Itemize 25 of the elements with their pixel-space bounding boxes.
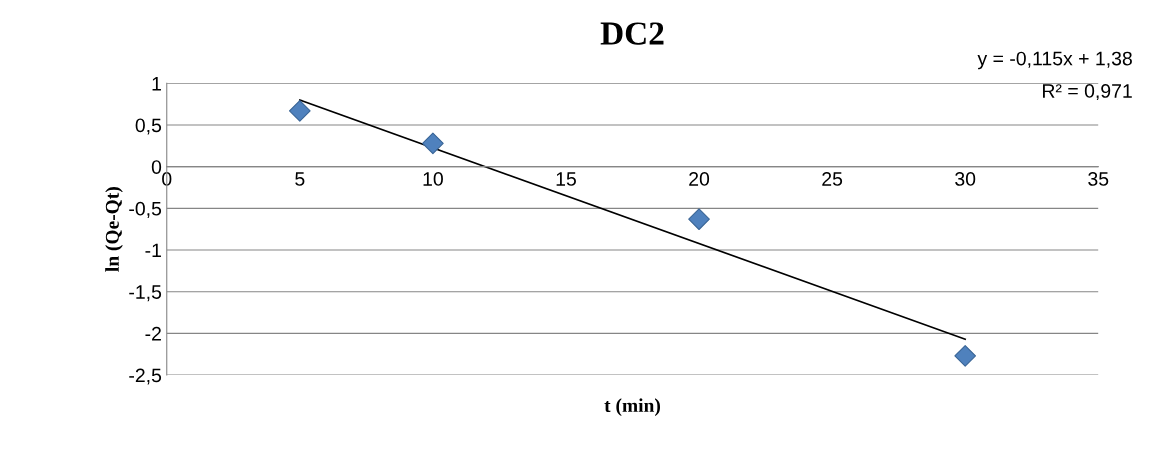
text: y = -0,115x + 1,38 (977, 51, 1132, 70)
y-tick-label: -1,5 (129, 285, 162, 302)
x-tick-label: 25 (822, 172, 843, 186)
x-axis-title: t (min) (604, 398, 660, 416)
y-tick-label: 0,5 (135, 118, 162, 135)
point (288, 99, 311, 122)
point (422, 132, 444, 155)
point (688, 208, 710, 231)
x-tick-label: 15 (556, 172, 576, 186)
annotation: R² = 0,971 (1043, 84, 1132, 101)
x-tick-label: 30 (955, 172, 976, 186)
y-tick-label: -2,5 (129, 368, 162, 385)
x-tick-label: 5 (295, 172, 305, 186)
x-tick-label: 20 (689, 172, 710, 186)
point (954, 345, 977, 367)
chart-title: DC2 (600, 22, 664, 45)
y-tick-label: -0,5 (129, 201, 162, 218)
x-tick-label: 10 (423, 172, 443, 186)
y-tick-label: 1 (152, 77, 161, 91)
x-tick-label: 0 (162, 172, 172, 186)
x-tick-label: 35 (1088, 172, 1109, 186)
y-tick-label: -2 (145, 326, 161, 341)
y-tick-label: 0 (151, 160, 162, 174)
y-axis-title: ln (Qe-Qt) (105, 187, 123, 272)
y-tick-label: -1 (145, 243, 161, 258)
